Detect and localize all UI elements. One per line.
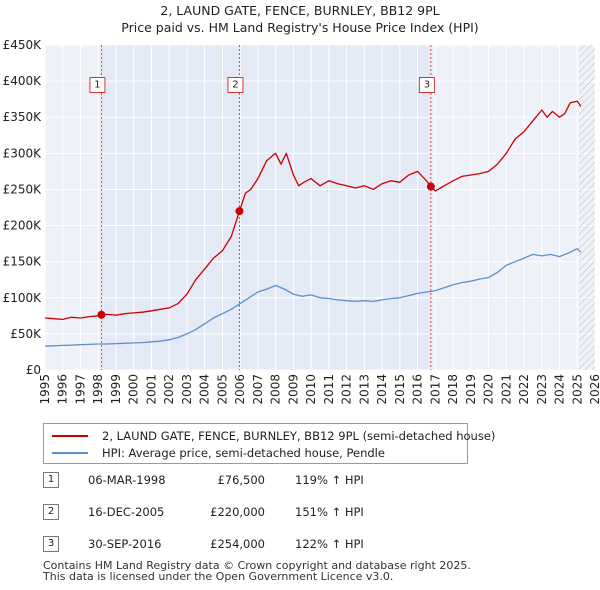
x-tick-label: 2022 (517, 374, 531, 405)
footer-attribution: Contains HM Land Registry data © Crown c… (43, 560, 471, 582)
x-tick-label: 2025 (570, 374, 584, 405)
x-tick-label: 2024 (553, 374, 567, 405)
x-tick-label: 2021 (499, 374, 513, 405)
sale-marker-box (227, 77, 244, 93)
y-tick-label: £100K (3, 291, 43, 305)
x-tick-label: 2005 (215, 374, 229, 405)
y-tick-label: £50K (10, 327, 42, 341)
y-tick-label: £450K (3, 38, 43, 52)
transaction-number: 2 (43, 504, 59, 520)
x-tick-label: 1998 (91, 374, 105, 405)
transaction-date: 06-MAR-1998 (88, 473, 166, 487)
legend-entry-hpi: HPI: Average price, semi-detached house,… (52, 445, 385, 461)
table-row: 2 16-DEC-2005 £220,000 151% ↑ HPI (43, 504, 463, 522)
y-tick-label: £300K (3, 146, 43, 160)
legend-swatch-hpi (52, 452, 88, 454)
x-tick-label: 2017 (428, 374, 442, 405)
transaction-price: £220,000 (210, 505, 265, 519)
x-tick-label: 2023 (535, 374, 549, 405)
sale-marker-box (89, 77, 106, 93)
x-tick-label: 2013 (357, 374, 371, 405)
x-tick-label: 2000 (127, 374, 141, 405)
forecast-hatched-region (579, 45, 595, 370)
sale-point (235, 207, 244, 216)
x-tick-label: 2003 (180, 374, 194, 405)
transaction-hpi-change: 119% ↑ HPI (295, 473, 364, 487)
y-tick-label: £400K (3, 74, 43, 88)
x-tick-label: 1999 (109, 374, 123, 405)
x-tick-label: 2020 (482, 374, 496, 405)
x-tick-label: 2006 (233, 374, 247, 405)
sale-point (426, 182, 435, 191)
x-tick-label: 2016 (411, 374, 425, 405)
footer-line-1: Contains HM Land Registry data © Crown c… (43, 559, 471, 572)
transaction-number: 1 (43, 472, 59, 488)
series-line (44, 248, 582, 347)
x-tick-label: 2007 (251, 374, 265, 405)
x-tick-label: 2018 (446, 374, 460, 405)
sale-marker-label: 3 (424, 80, 430, 91)
chart-title-line1: 2, LAUND GATE, FENCE, BURNLEY, BB12 9PL (160, 3, 439, 18)
x-tick-label: 2009 (286, 374, 300, 405)
x-tick-label: 2002 (162, 374, 176, 405)
x-tick-label: 2008 (269, 374, 283, 405)
sale-marker-box (418, 77, 435, 93)
transaction-hpi-change: 151% ↑ HPI (295, 505, 364, 519)
transaction-hpi-change: 122% ↑ HPI (295, 537, 364, 551)
y-tick-label: £200K (3, 219, 43, 233)
transaction-date: 16-DEC-2005 (88, 505, 165, 519)
transaction-date: 30-SEP-2016 (88, 537, 162, 551)
transaction-number: 3 (43, 536, 59, 552)
x-tick-label: 2004 (198, 374, 212, 405)
y-tick-label: £150K (3, 255, 43, 269)
y-tick-label: £250K (3, 182, 43, 196)
footer-line-2: This data is licensed under the Open Gov… (43, 570, 394, 583)
legend-swatch-property (52, 435, 88, 437)
sale-period-band (101, 45, 240, 370)
x-tick-label: 1995 (38, 374, 52, 405)
sale-marker-label: 1 (94, 80, 100, 91)
x-tick-label: 2012 (340, 374, 354, 405)
x-tick-label: 2015 (393, 374, 407, 405)
x-tick-label: 1997 (73, 374, 87, 405)
x-tick-label: 2001 (144, 374, 158, 405)
y-tick-label: £0 (26, 363, 41, 377)
x-tick-label: 2026 (588, 374, 600, 405)
table-row: 3 30-SEP-2016 £254,000 122% ↑ HPI (43, 536, 463, 554)
x-tick-label: 1996 (56, 374, 70, 405)
table-row: 1 06-MAR-1998 £76,500 119% ↑ HPI (43, 472, 463, 490)
chart-title-line2: Price paid vs. HM Land Registry's House … (121, 20, 478, 35)
legend-label-hpi: HPI: Average price, semi-detached house,… (102, 446, 385, 460)
x-tick-label: 2010 (304, 374, 318, 405)
x-tick-label: 2011 (322, 374, 336, 405)
transaction-price: £254,000 (210, 537, 265, 551)
x-tick-label: 2019 (464, 374, 478, 405)
y-tick-label: £350K (3, 110, 43, 124)
chart-legend: 2, LAUND GATE, FENCE, BURNLEY, BB12 9PL … (43, 423, 495, 464)
sale-marker-label: 2 (232, 80, 238, 91)
sale-point (97, 310, 106, 319)
price-chart: 2, LAUND GATE, FENCE, BURNLEY, BB12 9PL … (3, 3, 600, 405)
sale-period-band (239, 45, 431, 370)
x-tick-label: 2014 (375, 374, 389, 405)
transaction-price: £76,500 (217, 473, 265, 487)
legend-entry-property: 2, LAUND GATE, FENCE, BURNLEY, BB12 9PL … (52, 428, 495, 444)
legend-label-property: 2, LAUND GATE, FENCE, BURNLEY, BB12 9PL … (102, 429, 496, 443)
series-line (44, 100, 582, 321)
